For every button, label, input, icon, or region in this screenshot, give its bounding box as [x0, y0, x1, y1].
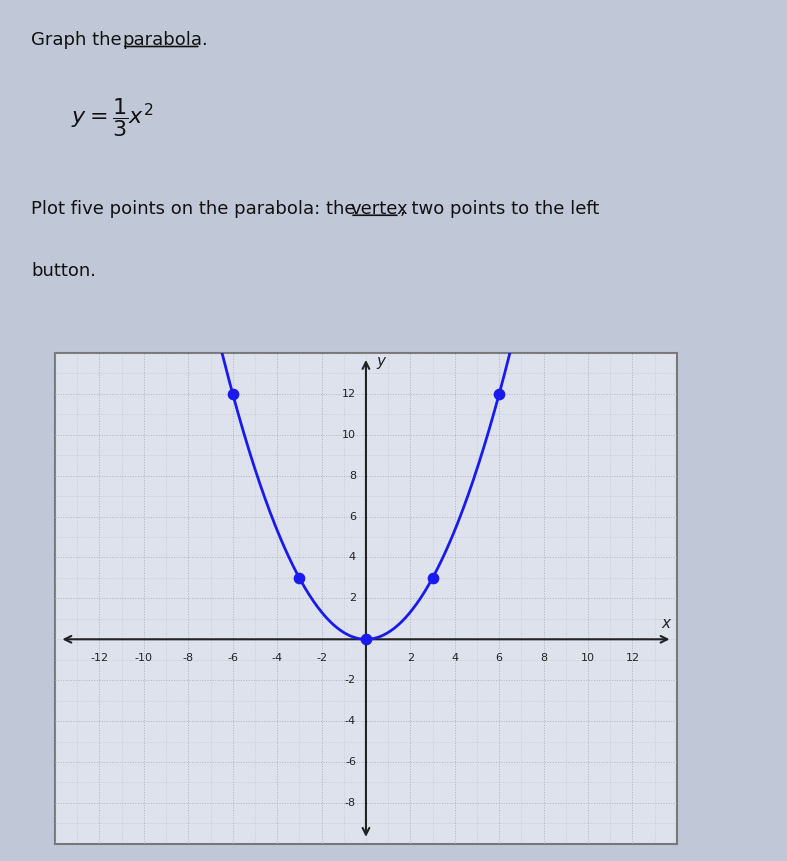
Text: -2: -2 — [345, 675, 356, 685]
Bar — [55, 353, 677, 844]
Text: -4: -4 — [272, 653, 283, 663]
Text: 4: 4 — [451, 653, 458, 663]
Point — [293, 571, 305, 585]
Text: 2: 2 — [407, 653, 414, 663]
Text: Plot five points on the parabola: the: Plot five points on the parabola: the — [31, 200, 362, 218]
Text: vertex: vertex — [350, 200, 408, 218]
Text: 8: 8 — [349, 471, 356, 480]
Text: 12: 12 — [342, 389, 356, 399]
Text: parabola: parabola — [122, 31, 202, 49]
Text: 6: 6 — [349, 511, 356, 522]
Text: 10: 10 — [581, 653, 595, 663]
Text: -8: -8 — [183, 653, 194, 663]
Text: 2: 2 — [349, 593, 356, 604]
Text: -6: -6 — [345, 757, 356, 767]
Text: 12: 12 — [626, 653, 640, 663]
Text: x: x — [661, 616, 671, 631]
Point — [493, 387, 505, 401]
Text: -10: -10 — [135, 653, 153, 663]
Text: -2: -2 — [316, 653, 327, 663]
Text: 8: 8 — [540, 653, 547, 663]
Point — [227, 387, 239, 401]
Text: 4: 4 — [349, 553, 356, 562]
Point — [427, 571, 439, 585]
Text: , two points to the left: , two points to the left — [400, 200, 599, 218]
Text: 6: 6 — [496, 653, 503, 663]
Text: -8: -8 — [345, 798, 356, 808]
Text: -6: -6 — [227, 653, 238, 663]
Text: -4: -4 — [345, 716, 356, 726]
Text: .: . — [201, 31, 206, 49]
Point — [360, 632, 372, 646]
Text: Graph the: Graph the — [31, 31, 127, 49]
Text: -12: -12 — [91, 653, 109, 663]
Text: $y = \dfrac{1}{3}x^2$: $y = \dfrac{1}{3}x^2$ — [71, 96, 153, 139]
Text: button.: button. — [31, 262, 97, 280]
Text: 10: 10 — [342, 430, 356, 440]
Text: y: y — [376, 354, 385, 369]
